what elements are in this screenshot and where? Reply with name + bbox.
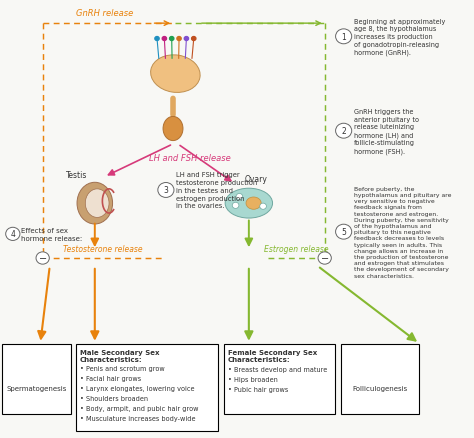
Text: • Shoulders broaden: • Shoulders broaden xyxy=(80,395,147,401)
Text: Effects of sex
hormone release:: Effects of sex hormone release: xyxy=(21,228,82,241)
Text: Testosterone release: Testosterone release xyxy=(64,244,143,253)
Circle shape xyxy=(232,203,239,209)
FancyBboxPatch shape xyxy=(224,344,335,414)
Circle shape xyxy=(191,37,196,42)
Ellipse shape xyxy=(77,183,113,224)
Circle shape xyxy=(184,37,189,42)
Text: 1: 1 xyxy=(341,33,346,42)
Text: Female Secondary Sex
Characteristics:: Female Secondary Sex Characteristics: xyxy=(228,349,317,363)
Text: • Body, armpit, and pubic hair grow: • Body, armpit, and pubic hair grow xyxy=(80,405,198,411)
Text: Testis: Testis xyxy=(66,171,88,180)
Circle shape xyxy=(170,37,174,42)
Text: 4: 4 xyxy=(10,230,15,239)
Circle shape xyxy=(177,37,181,42)
Text: GnRH release: GnRH release xyxy=(76,8,133,18)
Circle shape xyxy=(260,204,266,210)
Text: Folliculogenesis: Folliculogenesis xyxy=(353,385,408,391)
Text: Before puberty, the
hypothalamus and pituitary are
very sensitive to negative
fe: Before puberty, the hypothalamus and pit… xyxy=(354,186,452,278)
Text: 3: 3 xyxy=(164,186,168,195)
Ellipse shape xyxy=(151,56,200,93)
Text: Ovary: Ovary xyxy=(245,175,267,184)
FancyBboxPatch shape xyxy=(76,344,218,431)
Ellipse shape xyxy=(246,198,261,210)
Text: • Breasts develop and mature: • Breasts develop and mature xyxy=(228,366,327,372)
Circle shape xyxy=(336,30,352,45)
Text: Spermatogenesis: Spermatogenesis xyxy=(6,385,67,391)
Text: • Penis and scrotum grow: • Penis and scrotum grow xyxy=(80,365,164,371)
Circle shape xyxy=(6,228,20,241)
Circle shape xyxy=(336,225,352,240)
Text: 2: 2 xyxy=(341,127,346,136)
Circle shape xyxy=(155,37,159,42)
Circle shape xyxy=(236,194,243,200)
Text: 5: 5 xyxy=(341,228,346,237)
Circle shape xyxy=(318,252,331,265)
Text: LH and FSH release: LH and FSH release xyxy=(149,153,230,162)
Circle shape xyxy=(158,183,174,198)
Circle shape xyxy=(336,124,352,139)
Ellipse shape xyxy=(163,117,183,141)
FancyBboxPatch shape xyxy=(341,344,419,414)
Text: • Larynx elongates, lowering voice: • Larynx elongates, lowering voice xyxy=(80,385,194,391)
FancyBboxPatch shape xyxy=(2,344,71,414)
Text: −: − xyxy=(320,254,329,263)
Text: −: − xyxy=(38,254,47,263)
Ellipse shape xyxy=(225,189,273,219)
Text: • Facial hair grows: • Facial hair grows xyxy=(80,375,141,381)
Circle shape xyxy=(36,252,49,265)
Circle shape xyxy=(162,37,166,42)
Text: Beginning at approximately
age 8, the hypothalamus
increases its production
of g: Beginning at approximately age 8, the hy… xyxy=(354,18,446,56)
Text: Estrogen release: Estrogen release xyxy=(264,244,328,253)
Text: Male Secondary Sex
Characteristics:: Male Secondary Sex Characteristics: xyxy=(80,349,159,363)
Ellipse shape xyxy=(85,189,109,218)
Text: GnRH triggers the
anterior pituitary to
release luteinizing
hormone (LH) and
fol: GnRH triggers the anterior pituitary to … xyxy=(354,109,419,154)
Text: LH and FSH trigger
testosterone production
in the testes and
estrogen production: LH and FSH trigger testosterone producti… xyxy=(176,172,257,209)
Text: • Pubic hair grows: • Pubic hair grows xyxy=(228,386,288,392)
Text: • Hips broaden: • Hips broaden xyxy=(228,376,277,382)
Text: • Musculature increases body-wide: • Musculature increases body-wide xyxy=(80,415,195,421)
